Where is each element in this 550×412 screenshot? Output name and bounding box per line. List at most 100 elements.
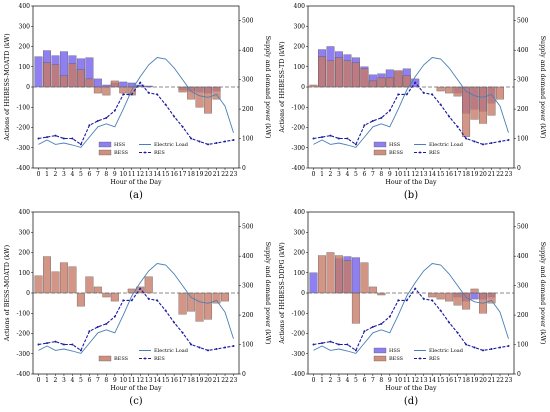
y-axis-label-right: Supply and demand power (kW): [264, 242, 271, 345]
x-tick-label: 12: [411, 171, 419, 178]
bar-bess-6: [360, 262, 369, 294]
bar-hss-12: [136, 84, 145, 88]
y-axis-label-left: Actions of HHBESS-MOATD (kW): [4, 33, 11, 141]
x-tick-label: 14: [428, 171, 436, 178]
series-point-res-20: [482, 349, 485, 352]
x-tick-label: 17: [454, 377, 462, 384]
x-tick-label: 22: [221, 377, 229, 384]
y-tick-left-label: 400: [294, 3, 306, 10]
y-tick-left-label: -100: [17, 104, 31, 111]
series-point-res-13: [147, 91, 150, 94]
x-tick-label: 0: [37, 171, 41, 178]
series-point-res-11: [130, 93, 133, 96]
x-tick-label: 14: [153, 171, 161, 178]
series-point-res-18: [465, 343, 468, 346]
y-tick-left-label: -200: [292, 331, 306, 338]
series-point-res-2: [54, 134, 57, 137]
y-tick-left-label: -400: [17, 371, 31, 378]
series-point-res-17: [456, 125, 459, 128]
series-point-res-19: [473, 346, 476, 349]
bar-bess-6: [85, 78, 94, 88]
series-point-res-14: [431, 93, 434, 96]
series-point-res-4: [71, 343, 74, 346]
series-point-res-12: [139, 287, 142, 290]
series-point-res-11: [405, 93, 408, 96]
x-tick-label: 1: [45, 171, 49, 178]
x-tick-label: 9: [388, 377, 392, 384]
series-point-res-12: [414, 287, 417, 290]
y-tick-left-label: 100: [19, 270, 31, 277]
x-tick-label: 19: [471, 171, 479, 178]
y-tick-left-label: 300: [294, 229, 306, 236]
bar-hss-7: [93, 78, 102, 88]
bar-bess-4: [68, 63, 77, 88]
x-tick-label: 8: [104, 377, 108, 384]
x-tick-label: 17: [179, 377, 187, 384]
x-tick-label: 23: [230, 377, 238, 384]
legend-label-electric-load: Electric Load: [429, 348, 464, 354]
series-point-res-2: [329, 340, 332, 343]
series-point-res-16: [173, 321, 176, 324]
bar-bess-18: [462, 86, 471, 137]
x-tick-label: 5: [354, 377, 358, 384]
bar-bess-17: [453, 86, 462, 97]
series-line-electric-load: [38, 57, 234, 148]
y-tick-right-label: 300: [242, 283, 254, 290]
x-axis-label: Hour of the Day: [385, 179, 437, 186]
series-point-res-17: [181, 331, 184, 334]
x-tick-label: 19: [196, 171, 204, 178]
series-point-res-13: [147, 297, 150, 300]
series-point-res-19: [198, 346, 201, 349]
bar-bess-4: [68, 266, 77, 294]
bar-bess-2: [326, 60, 335, 88]
x-tick-label: 13: [145, 377, 153, 384]
x-tick-label: 6: [362, 171, 366, 178]
bar-bess-0: [309, 84, 318, 88]
series-point-res-9: [388, 109, 391, 112]
x-tick-label: 1: [45, 377, 49, 384]
x-tick-label: 15: [162, 377, 170, 384]
series-point-res-8: [380, 116, 383, 119]
series-point-res-12: [139, 81, 142, 84]
series-line-res: [313, 287, 509, 352]
legend-swatch-hss: [98, 141, 112, 148]
y-tick-right-label: 300: [517, 283, 529, 290]
series-point-res-5: [79, 143, 82, 146]
bar-bess-5: [351, 292, 360, 324]
series-point-res-14: [156, 299, 159, 302]
legend-marker-res: [419, 151, 421, 154]
bar-bess-2: [326, 252, 335, 294]
bar-bess-1: [43, 62, 51, 88]
y-tick-right-label: 100: [242, 342, 254, 349]
x-tick-label: 4: [346, 377, 350, 384]
x-tick-label: 9: [388, 171, 392, 178]
series-point-res-0: [312, 343, 315, 346]
bar-bess-8: [102, 292, 111, 298]
bar-bess-7: [93, 86, 102, 94]
bar-bess-15: [436, 86, 445, 92]
bar-bess-20: [204, 86, 213, 114]
chart-panel-2: 4003002001000-100-200-300-40050040030020…: [279, 3, 546, 201]
bar-bess-16: [445, 86, 454, 94]
panel-label: (a): [129, 190, 143, 201]
y-tick-left-label: 300: [19, 229, 31, 236]
bar-hss-0: [34, 56, 43, 88]
legend-label-bess: BESS: [114, 356, 129, 362]
series-point-res-7: [96, 119, 99, 122]
bar-bess-18: [462, 292, 471, 310]
x-axis-label: Hour of the Day: [110, 385, 162, 392]
series-point-res-17: [456, 331, 459, 334]
x-tick-label: 15: [162, 171, 170, 178]
x-tick-label: 22: [496, 377, 504, 384]
series-point-res-2: [54, 340, 57, 343]
y-axis-label-left: Actions of HHBESS-TD (kW): [279, 41, 286, 133]
series-point-res-3: [62, 137, 65, 140]
y-tick-right-label: 500: [517, 224, 529, 231]
x-tick-label: 4: [71, 171, 75, 178]
series-point-res-7: [371, 325, 374, 328]
legend-marker-res: [144, 151, 146, 154]
x-tick-label: 21: [488, 377, 496, 384]
bar-bess-3: [59, 262, 68, 294]
bar-bess-10: [119, 86, 128, 94]
bar-bess-3: [59, 75, 68, 88]
